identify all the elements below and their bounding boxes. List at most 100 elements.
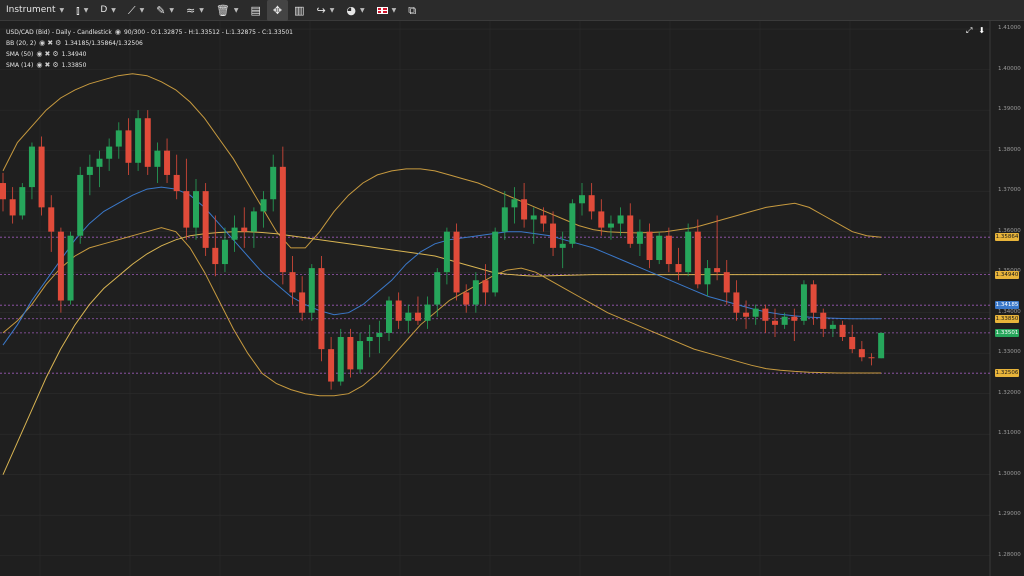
chart-area[interactable] xyxy=(0,21,1024,576)
download-icon[interactable]: ⬇ xyxy=(978,26,986,35)
pencil-icon: ✎ xyxy=(156,3,166,17)
chart-type-dropdown[interactable]: ⫾ ▼ xyxy=(70,0,94,21)
candle-body xyxy=(579,195,585,204)
indicator-value: 1.33850 xyxy=(61,62,87,69)
price-axis-tick: 1.37000 xyxy=(998,187,1021,194)
chart-corner-controls: ⤢ ⬇ xyxy=(966,26,985,36)
candle-body xyxy=(781,316,788,325)
trash-dropdown[interactable]: 🗑 ▼ xyxy=(210,0,245,21)
instrument-dropdown[interactable]: Instrument ▼ xyxy=(0,0,70,21)
price-axis-tick: 1.31000 xyxy=(998,430,1021,437)
candle-body xyxy=(810,284,817,313)
expand-icon[interactable]: ⤢ xyxy=(966,26,973,35)
candle-body xyxy=(202,191,209,248)
legend-indicator-bb: BB (20, 2) ◉ ✖ ⚙ 1.34185/1.35864/1.32506 xyxy=(6,38,293,49)
candle-body xyxy=(135,118,142,163)
timeframe-dropdown[interactable]: D ▼ xyxy=(94,0,122,21)
indicator-line-2 xyxy=(2,231,882,475)
candle-body xyxy=(559,243,566,248)
candle-body xyxy=(424,304,431,321)
price-axis-tick: 1.32000 xyxy=(998,389,1021,396)
candle-body xyxy=(183,191,190,228)
candle-body xyxy=(598,211,605,228)
candle-body xyxy=(482,280,489,293)
price-axis-tick: 1.36000 xyxy=(998,227,1021,234)
crosshair-button[interactable]: ✥ xyxy=(266,0,289,21)
candle-body xyxy=(434,272,441,305)
pencil-dropdown[interactable]: ✎ ▼ xyxy=(150,0,180,21)
candle-body xyxy=(19,187,26,216)
indicator-line-0 xyxy=(2,73,882,249)
indicator-line-3 xyxy=(2,186,882,346)
close-icon[interactable]: ✖ xyxy=(44,50,51,58)
language-dropdown[interactable]: ▼ xyxy=(371,0,403,21)
candle-body xyxy=(270,166,277,200)
candle-body xyxy=(193,191,199,228)
layout-panel-button[interactable]: ▤ xyxy=(244,0,266,21)
candle-body xyxy=(752,308,759,317)
instrument-label: Instrument xyxy=(6,5,56,15)
candle-body xyxy=(511,199,518,208)
candle-body xyxy=(820,312,827,329)
candle-body xyxy=(656,235,663,261)
candle-body xyxy=(337,336,344,382)
candle-body xyxy=(366,336,373,342)
candle-body xyxy=(443,231,450,273)
price-tag: 1.34185 xyxy=(995,301,1019,310)
line-draw-dropdown[interactable]: ⟋ ▼ xyxy=(122,0,150,21)
indicator-value: 1.34185/1.35864/1.32506 xyxy=(64,40,143,47)
share-dropdown[interactable]: ↪ ▼ xyxy=(311,0,341,21)
candle-body xyxy=(675,264,682,273)
candle-body xyxy=(164,150,171,175)
legend-indicator-sma14: SMA (14) ◉ ✖ ⚙ 1.33850 xyxy=(6,60,293,71)
indicator-value: 1.34940 xyxy=(61,51,87,58)
candle-body xyxy=(636,231,643,244)
candle-body xyxy=(299,292,306,313)
candle-body xyxy=(607,223,614,228)
popout-button[interactable]: ⧉ xyxy=(402,0,422,21)
chart-legend: USD/CAD (Bid) - Daily - Candlestick ◉ 90… xyxy=(6,27,293,71)
close-icon[interactable]: ✖ xyxy=(44,61,51,69)
eye-icon[interactable]: ◉ xyxy=(114,28,121,36)
indicator-label: SMA (50) xyxy=(6,51,34,58)
gear-icon[interactable]: ⚙ xyxy=(52,61,59,69)
uk-flag-icon xyxy=(376,6,388,14)
theme-dropdown[interactable]: ◕ ▼ xyxy=(340,0,370,21)
timeframe-label: D xyxy=(100,5,108,15)
price-axis-tick: 1.41000 xyxy=(998,25,1021,32)
candle-body xyxy=(9,199,16,216)
line-draw-icon: ⟋ xyxy=(127,3,136,17)
eye-icon[interactable]: ◉ xyxy=(36,50,43,58)
close-icon[interactable]: ✖ xyxy=(47,39,54,47)
candlestick-chart[interactable] xyxy=(0,21,1024,576)
candle-body xyxy=(221,239,228,265)
candle-body xyxy=(588,195,595,212)
chart-toolbar: Instrument ▼ ⫾ ▼ D ▼ ⟋ ▼ ✎ ▼ ≈ ▼ 🗑 ▼ ▤ ✥ ▥ ↪ ▼ ◕… xyxy=(0,0,1024,21)
chevron-down-icon: ▼ xyxy=(359,6,365,14)
candle-body xyxy=(28,146,35,188)
candle-body xyxy=(376,332,383,337)
price-tag: 1.34940 xyxy=(995,270,1019,279)
candle-body xyxy=(723,272,730,293)
price-axis-tick: 1.29000 xyxy=(998,511,1021,518)
candle-body xyxy=(154,150,161,167)
candle-body xyxy=(173,174,180,192)
eye-icon[interactable]: ◉ xyxy=(39,39,46,47)
candle-body xyxy=(38,146,45,208)
eye-icon[interactable]: ◉ xyxy=(36,61,43,69)
theme-icon: ◕ xyxy=(346,3,356,17)
candle-body xyxy=(878,332,885,359)
candle-body xyxy=(791,316,798,321)
bar-chart-button[interactable]: ▥ xyxy=(288,0,310,21)
bar-chart-icon: ▥ xyxy=(294,3,305,17)
candle-body xyxy=(550,223,557,248)
candle-body xyxy=(231,227,238,240)
share-arrow-icon: ↪ xyxy=(316,3,326,17)
candle-body xyxy=(328,349,335,382)
candle-body xyxy=(646,231,653,261)
gear-icon[interactable]: ⚙ xyxy=(52,50,59,58)
candle-body xyxy=(0,183,6,200)
indicators-dropdown[interactable]: ≈ ▼ xyxy=(180,0,210,21)
gear-icon[interactable]: ⚙ xyxy=(55,39,62,47)
candle-body xyxy=(144,118,151,167)
